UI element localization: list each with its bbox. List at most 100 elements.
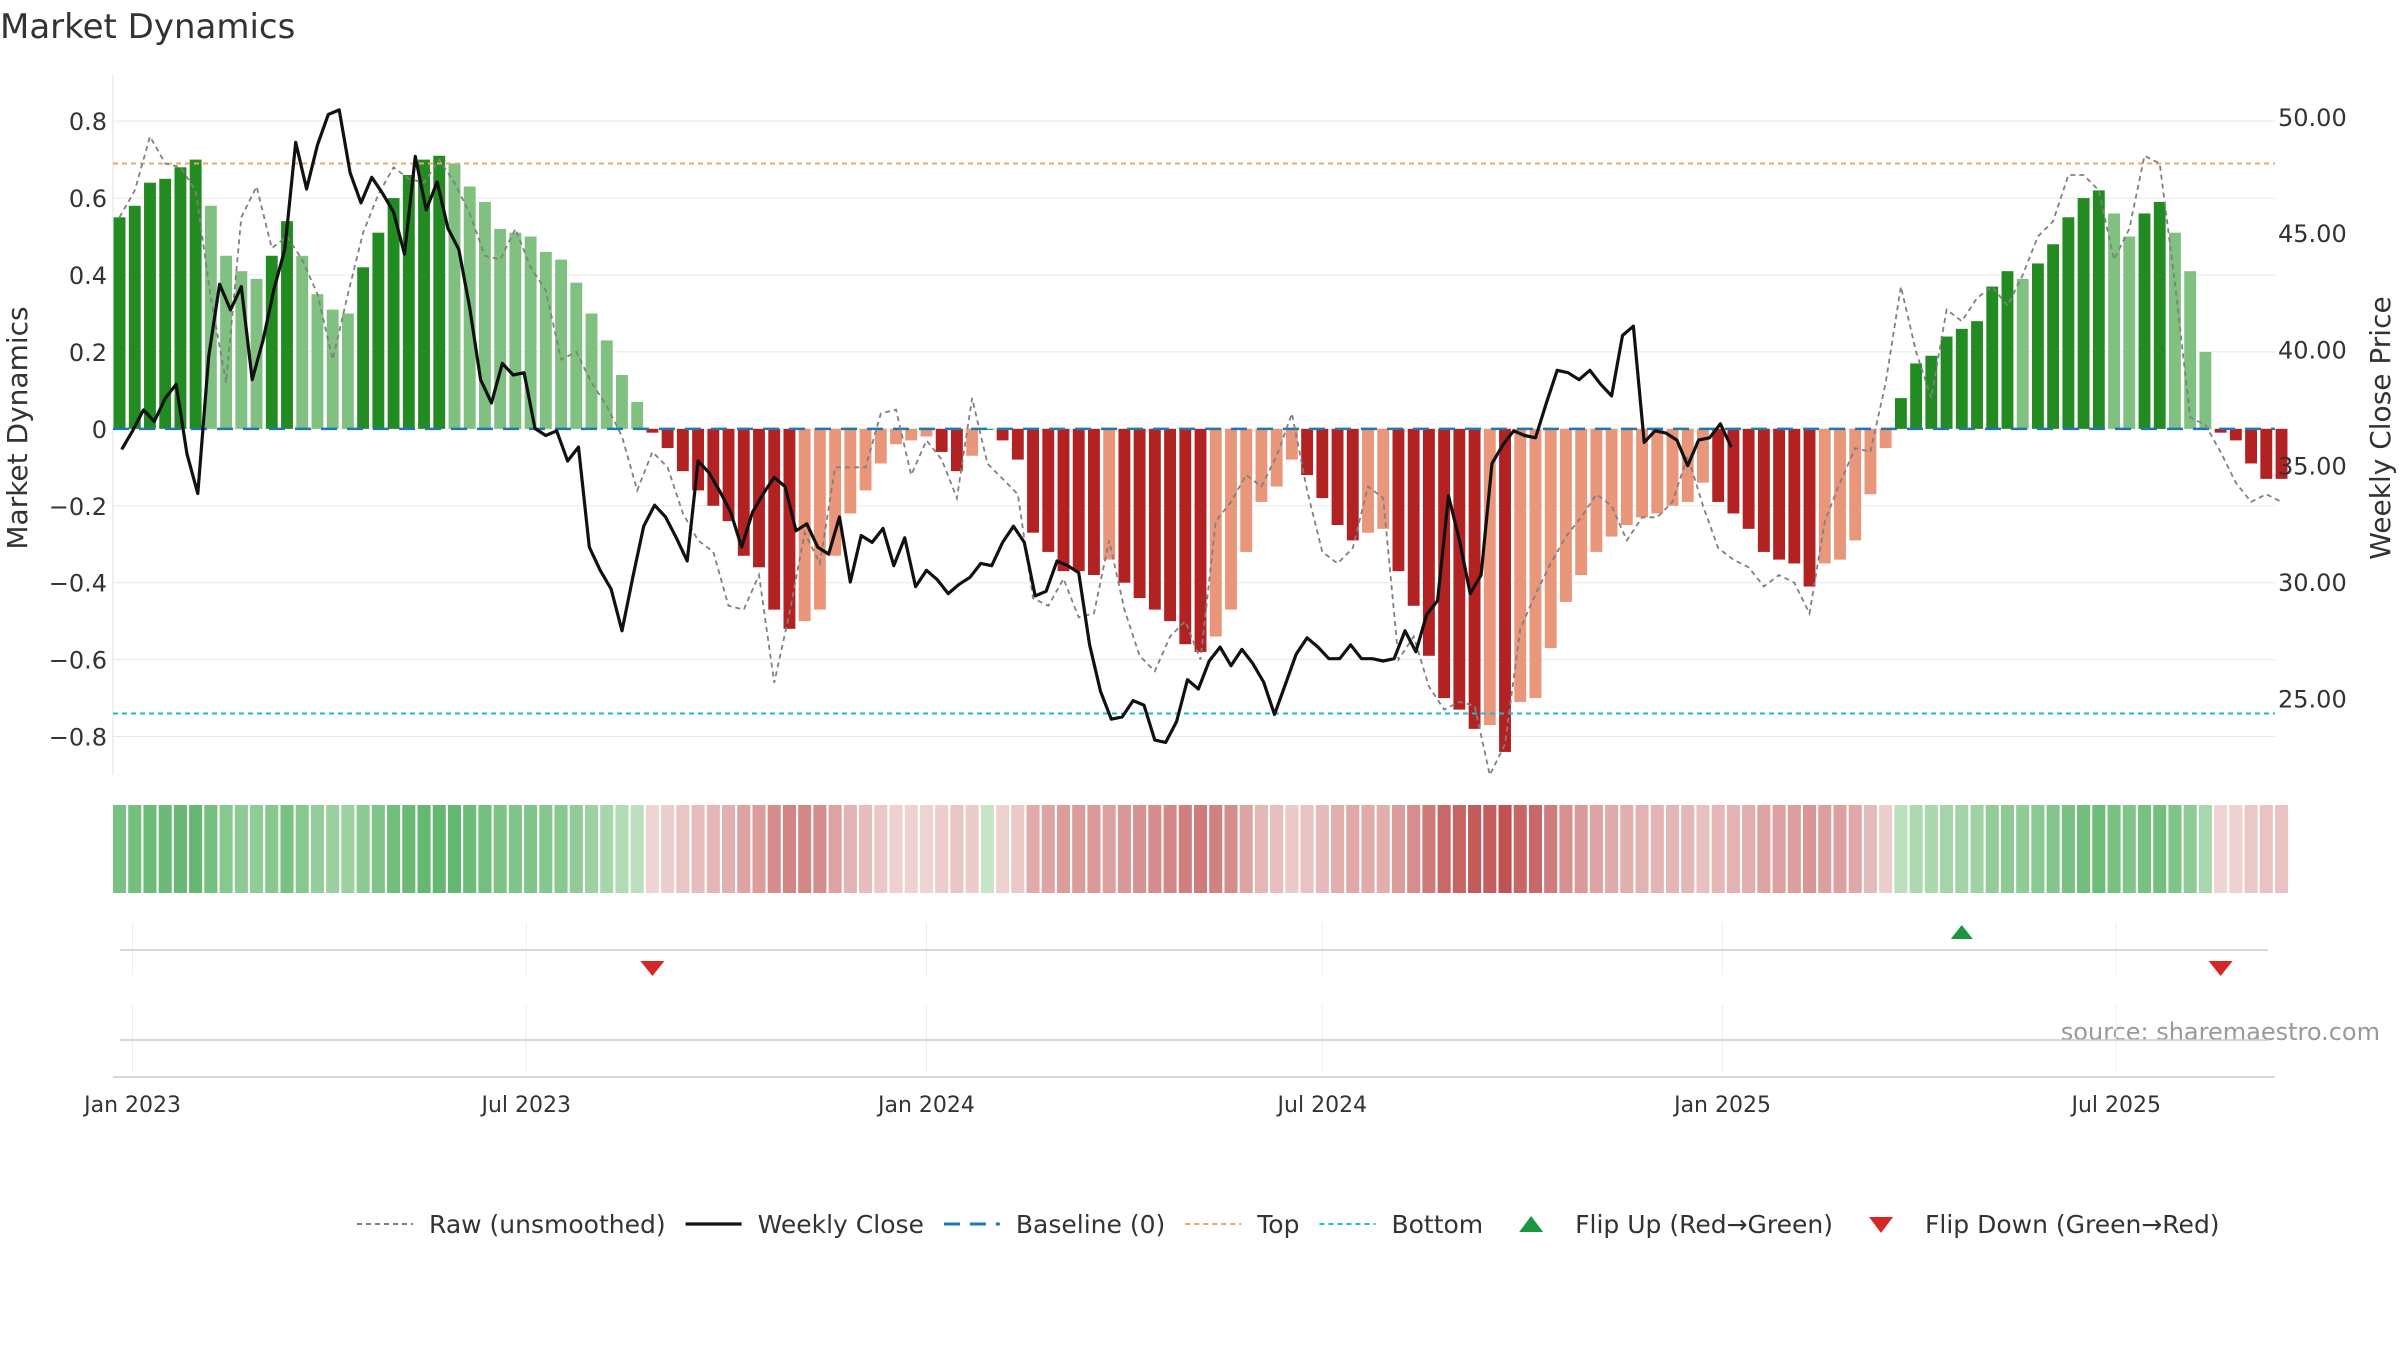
histogram-bar xyxy=(2153,201,2166,429)
regime-strip-cell xyxy=(1117,805,1131,893)
histogram-bar xyxy=(2229,428,2242,441)
regime-strip-cell xyxy=(2122,805,2136,893)
regime-strip-cell xyxy=(1711,805,1725,893)
regime-strip-cell xyxy=(1148,805,1162,893)
regime-strip-cell xyxy=(1772,805,1786,893)
left-tick-label: 0.2 xyxy=(69,339,107,367)
histogram-bar xyxy=(1362,428,1374,533)
regime-strip-cell xyxy=(996,805,1010,893)
regime-strip-cell xyxy=(782,805,796,893)
histogram-bar xyxy=(1514,428,1527,702)
histogram-bar xyxy=(920,428,933,437)
x-tick-label: Jul 2025 xyxy=(2069,1093,2161,1118)
histogram-bar xyxy=(1164,428,1177,622)
regime-strip-cell xyxy=(250,805,264,893)
histogram-bar xyxy=(341,313,354,429)
regime-strip-cell xyxy=(371,805,385,893)
regime-strip-cell xyxy=(356,805,370,893)
histogram-bar xyxy=(1803,428,1816,587)
x-axis-ticks: Jan 2023 Jul 2023 Jan 2024 Jul 2024 Jan 2025… xyxy=(82,1076,2275,1118)
regime-strip-cell xyxy=(1437,805,1451,893)
histogram-bar xyxy=(1605,428,1618,537)
histogram-bar xyxy=(1316,428,1329,499)
histogram-bar xyxy=(707,428,720,506)
regime-strip-cell xyxy=(859,805,873,893)
regime-strip-cell xyxy=(1544,805,1558,893)
source-credit: source: sharemaestro.com xyxy=(2061,1018,2380,1046)
legend-swatch-flip-down xyxy=(1869,1217,1894,1233)
y-axis-label-left: Market Dynamics xyxy=(1,306,34,549)
regime-strip-cell xyxy=(189,805,203,893)
legend-label-bottom: Bottom xyxy=(1391,1210,1483,1239)
histogram-bar xyxy=(768,428,781,610)
regime-strip-cell xyxy=(630,805,644,893)
regime-strip-cell xyxy=(1620,805,1634,893)
regime-strip-cell xyxy=(2077,805,2091,893)
regime-strip-cell xyxy=(1346,805,1360,893)
regime-strip-cell xyxy=(904,805,918,893)
regime-strip-cell xyxy=(417,805,431,893)
regime-strip-cell xyxy=(1528,805,1543,893)
histogram-bar xyxy=(844,428,857,514)
histogram-bar xyxy=(1301,428,1314,475)
left-tick-label: −0.8 xyxy=(49,724,107,752)
histogram-bar xyxy=(1849,428,1862,541)
flip-markers-panel xyxy=(120,922,2268,976)
regime-strip-cell xyxy=(112,805,127,893)
histogram-bar xyxy=(1620,428,1633,525)
regime-strip-cell xyxy=(600,805,614,893)
histogram-bar xyxy=(1072,428,1085,572)
histogram-bar xyxy=(539,251,552,429)
histogram-bar xyxy=(1209,428,1222,637)
regime-strip-cell xyxy=(1209,805,1223,893)
histogram-bar xyxy=(1468,428,1481,729)
regime-strip-cell xyxy=(828,805,842,893)
left-tick-label: −0.6 xyxy=(49,647,107,675)
regime-strip-cell xyxy=(1498,805,1512,893)
regime-strip-cell xyxy=(2000,805,2015,893)
histogram-bar xyxy=(737,428,750,556)
histogram-bar xyxy=(2016,278,2029,429)
regime-strip-cell xyxy=(843,805,857,893)
histogram-bar xyxy=(600,340,613,429)
regime-strip-cell xyxy=(2061,805,2075,893)
reference-lines xyxy=(113,162,2275,715)
regime-strip-cell xyxy=(1818,805,1832,893)
x-tick-label: Jan 2024 xyxy=(876,1093,975,1118)
histogram-bar xyxy=(1986,286,1999,429)
regime-strip-cell xyxy=(2259,805,2273,893)
regime-strip-cell xyxy=(1894,805,1908,893)
regime-strip-cell xyxy=(1072,805,1086,893)
histogram-bar xyxy=(2092,190,2105,429)
regime-strip-cell xyxy=(919,805,934,893)
histogram-bar xyxy=(1727,428,1740,514)
histogram-bar xyxy=(387,198,400,429)
right-tick-label: 50.00 xyxy=(2278,104,2347,132)
regime-strip-cell xyxy=(1163,805,1177,893)
regime-strip-cell xyxy=(2198,805,2212,893)
regime-strip-cell xyxy=(493,805,507,893)
legend-label-baseline: Baseline (0) xyxy=(1016,1210,1165,1239)
regime-strip-cell xyxy=(326,805,340,893)
histogram-bar xyxy=(372,232,385,429)
regime-strip-cell xyxy=(1970,805,1984,893)
histogram-bar xyxy=(1879,428,1892,449)
regime-strip-cell xyxy=(2244,805,2258,893)
histogram-bar xyxy=(250,278,263,429)
regime-strip-cell xyxy=(143,805,157,893)
regime-strip-cell xyxy=(310,805,325,893)
legend: Raw (unsmoothed) Weekly Close Baseline (0)… xyxy=(357,1210,2220,1239)
legend-label-flip_up: Flip Up (Red→Green) xyxy=(1575,1210,1833,1239)
left-tick-label: −0.4 xyxy=(49,570,107,598)
histogram-bar xyxy=(1636,428,1648,518)
histogram-bar xyxy=(2260,428,2273,479)
regime-strip-cell xyxy=(1513,805,1527,893)
legend-label-flip_down: Flip Down (Green→Red) xyxy=(1925,1210,2220,1239)
histogram-bar xyxy=(326,309,339,429)
chart-title: Market Dynamics xyxy=(0,7,295,47)
regime-strip-cell xyxy=(767,805,781,893)
regime-strip-cell xyxy=(1757,805,1771,893)
histogram-bar xyxy=(1453,428,1466,710)
regime-strip-cell xyxy=(1787,805,1801,893)
histogram-bar xyxy=(1392,428,1405,572)
